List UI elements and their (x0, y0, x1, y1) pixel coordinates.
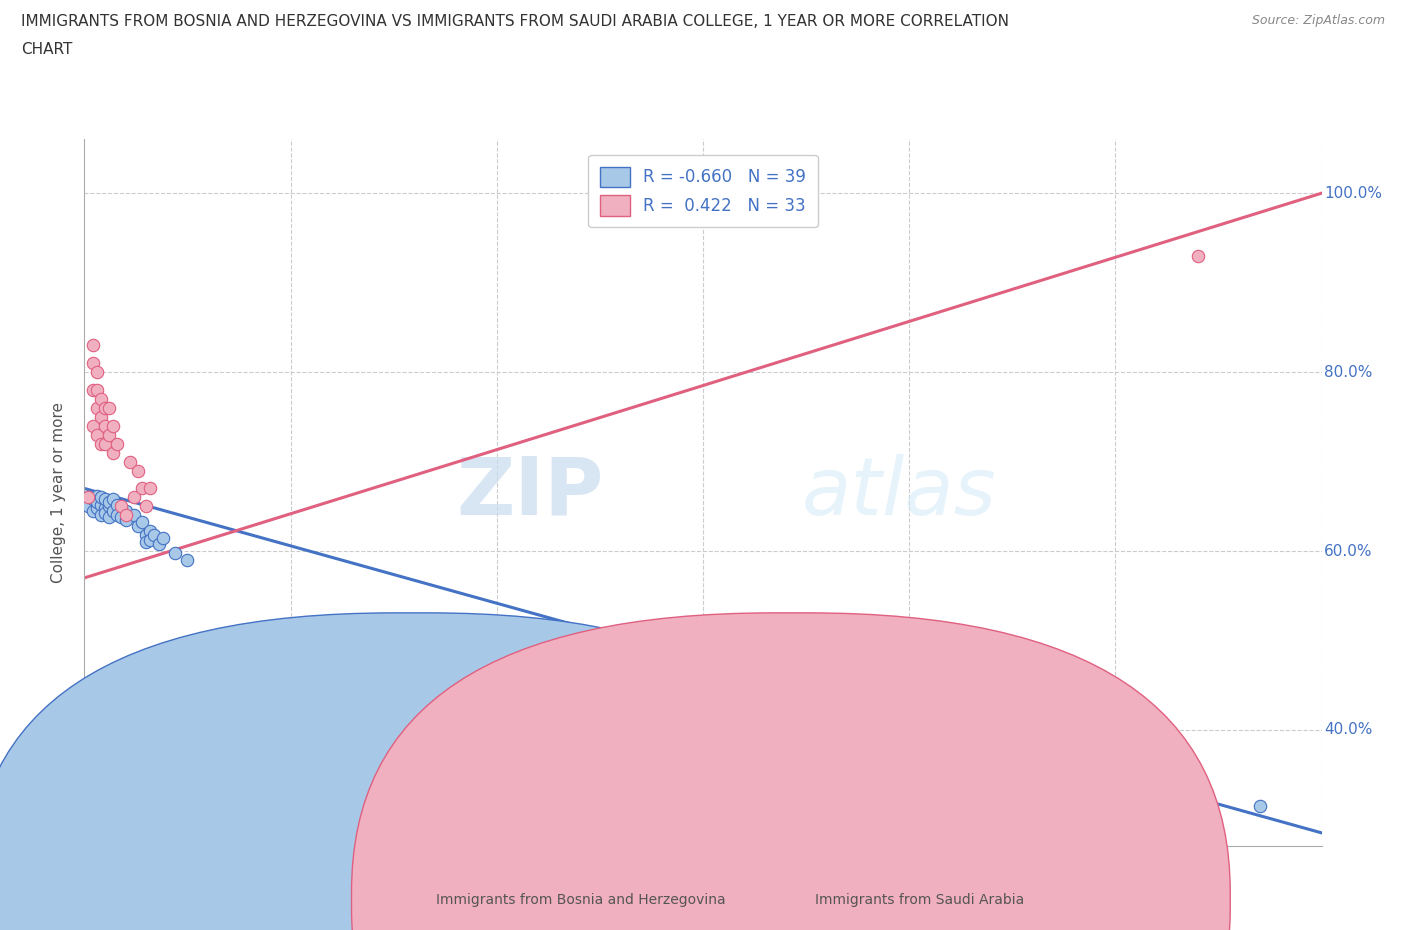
Point (152, 530, 174, 545)
Point (98, 498, 121, 513)
Point (118, 454, 141, 469)
Point (114, 512, 136, 527)
Point (90, 409, 112, 424)
Point (86, 401, 108, 416)
Point (77, 490, 100, 505)
Point (105, 508, 128, 523)
Point (139, 481, 162, 496)
Point (131, 515, 153, 530)
Point (86, 488, 108, 503)
Point (90, 490, 112, 505)
Text: 60.0%: 60.0% (1324, 543, 1372, 559)
Text: Immigrants from Bosnia and Herzegovina: Immigrants from Bosnia and Herzegovina (436, 893, 725, 908)
Point (82, 338, 104, 352)
Point (94, 418, 117, 433)
Text: 0.0%: 0.0% (84, 857, 124, 872)
Point (98, 427, 121, 442)
Y-axis label: College, 1 year or more: College, 1 year or more (51, 403, 66, 583)
Point (94, 436, 117, 451)
Point (165, 545, 187, 560)
Point (77, 498, 100, 513)
Text: ZIP: ZIP (457, 454, 605, 532)
Point (103, 418, 125, 433)
Point (82, 382, 104, 397)
Point (90, 498, 112, 512)
Point (105, 498, 128, 512)
Point (94, 506, 117, 521)
Point (1187, 787, 1209, 802)
Point (1187, 248, 1209, 263)
Point (90, 436, 112, 451)
Point (135, 498, 157, 513)
Point (82, 356, 104, 371)
Text: CHART: CHART (21, 42, 73, 57)
Point (114, 503, 136, 518)
Point (90, 392, 112, 406)
Text: 80.0%: 80.0% (1324, 365, 1372, 379)
Point (94, 500, 117, 515)
Point (143, 527, 166, 542)
Point (103, 445, 125, 460)
Point (94, 401, 117, 416)
Point (135, 527, 157, 542)
Point (176, 696, 198, 711)
Text: atlas: atlas (801, 454, 997, 532)
Point (205, 660, 228, 675)
Point (86, 500, 108, 515)
Point (86, 365, 108, 379)
Point (77, 490, 100, 505)
Point (176, 552, 198, 567)
Point (103, 492, 125, 507)
Point (218, 633, 240, 648)
Point (86, 495, 108, 510)
Point (105, 436, 128, 451)
Text: IMMIGRANTS FROM BOSNIA AND HERZEGOVINA VS IMMIGRANTS FROM SAUDI ARABIA COLLEGE, : IMMIGRANTS FROM BOSNIA AND HERZEGOVINA V… (21, 14, 1010, 29)
Point (86, 382, 108, 397)
Point (98, 510, 121, 525)
Point (82, 503, 104, 518)
Text: Source: ZipAtlas.com: Source: ZipAtlas.com (1251, 14, 1385, 27)
Point (127, 463, 149, 478)
Point (127, 519, 149, 534)
Point (82, 492, 104, 507)
Point (139, 533, 162, 548)
Point (110, 498, 132, 513)
Text: 40.0%: 40.0% (1324, 723, 1372, 737)
Point (82, 418, 104, 433)
Point (114, 508, 136, 523)
Point (94, 492, 117, 507)
Point (148, 537, 170, 551)
Point (156, 777, 179, 791)
Point (1249, 799, 1271, 814)
Legend: R = -0.660   N = 39, R =  0.422   N = 33: R = -0.660 N = 39, R = 0.422 N = 33 (588, 155, 818, 227)
Point (98, 401, 121, 416)
Point (122, 490, 145, 505)
Point (135, 535, 157, 550)
Point (110, 510, 132, 525)
Point (103, 503, 125, 518)
Point (122, 508, 145, 523)
Text: Immigrants from Saudi Arabia: Immigrants from Saudi Arabia (815, 893, 1025, 908)
Point (86, 427, 108, 442)
Text: 100.0%: 100.0% (1324, 186, 1382, 201)
Point (139, 524, 162, 538)
Point (90, 508, 112, 523)
Point (98, 495, 121, 510)
Point (131, 481, 153, 496)
